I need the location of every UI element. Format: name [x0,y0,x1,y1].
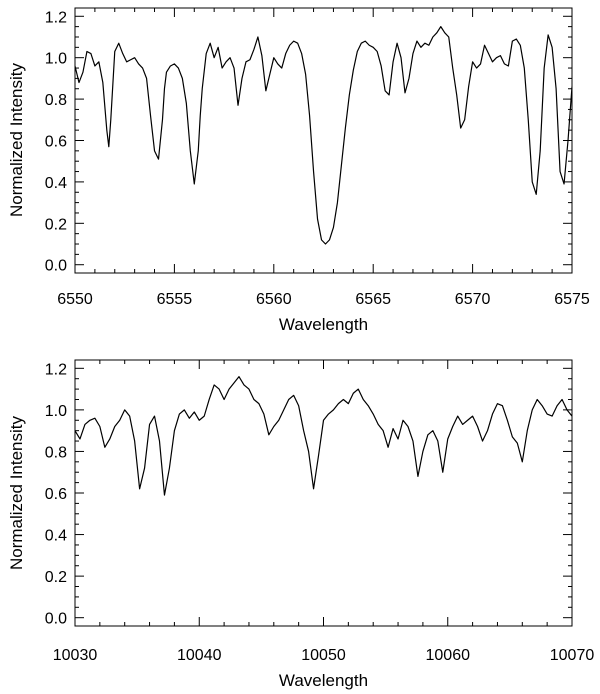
y-tick-label: 0.6 [45,134,67,151]
y-tick-label: 0.2 [45,216,67,233]
y-tick-label: 0.6 [45,486,67,503]
x-tick-label: 10070 [550,647,595,664]
x-tick-label: 10060 [426,647,471,664]
spectrum-line [75,26,572,245]
x-tick-label: 10030 [53,647,98,664]
x-tick-label: 6565 [355,291,391,308]
y-tick-label: 0.8 [45,444,67,461]
x-axis-label: Wavelength [279,315,368,334]
plot-frame [74,7,573,274]
y-tick-label: 0.0 [45,611,67,628]
x-tick-label: 6560 [256,291,292,308]
upper-spectrum-panel: 6550 6555 6560 6565 6570 6575 0.0 0.2 0.4 0.6 0.8 1… [7,7,590,334]
x-tick-label: 6575 [554,291,590,308]
x-tick-label: 10050 [301,647,346,664]
plot-frame [74,359,573,627]
y-tick-label: 0.4 [45,175,67,192]
y-tick-label: 0.4 [45,528,67,545]
y-tick-label: 1.0 [45,403,67,420]
spectrum-line [75,376,572,496]
y-tick-label: 1.2 [45,9,67,26]
x-tick-label: 6570 [455,291,491,308]
lower-spectrum-panel: 10030 10040 10050 10060 10070 0.0 0.2 0.4 0.6 0.8… [7,359,595,690]
x-tick-label: 10040 [177,647,222,664]
y-axis-label: Normalized Intensity [7,63,26,218]
y-tick-label: 0.0 [45,258,67,275]
x-axis-label: Wavelength [279,671,368,690]
y-axis-label: Normalized Intensity [7,416,26,571]
x-tick-label: 6550 [57,291,93,308]
y-tick-label: 0.2 [45,569,67,586]
y-tick-label: 1.0 [45,51,67,68]
x-tick-label: 6555 [157,291,193,308]
y-tick-label: 1.2 [45,361,67,378]
y-tick-label: 0.8 [45,92,67,109]
